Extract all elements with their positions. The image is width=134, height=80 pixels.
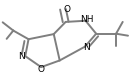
Text: N: N <box>18 52 25 61</box>
Text: N: N <box>83 43 90 52</box>
Text: O: O <box>38 65 45 74</box>
Text: O: O <box>64 5 70 14</box>
Text: NH: NH <box>80 15 93 24</box>
